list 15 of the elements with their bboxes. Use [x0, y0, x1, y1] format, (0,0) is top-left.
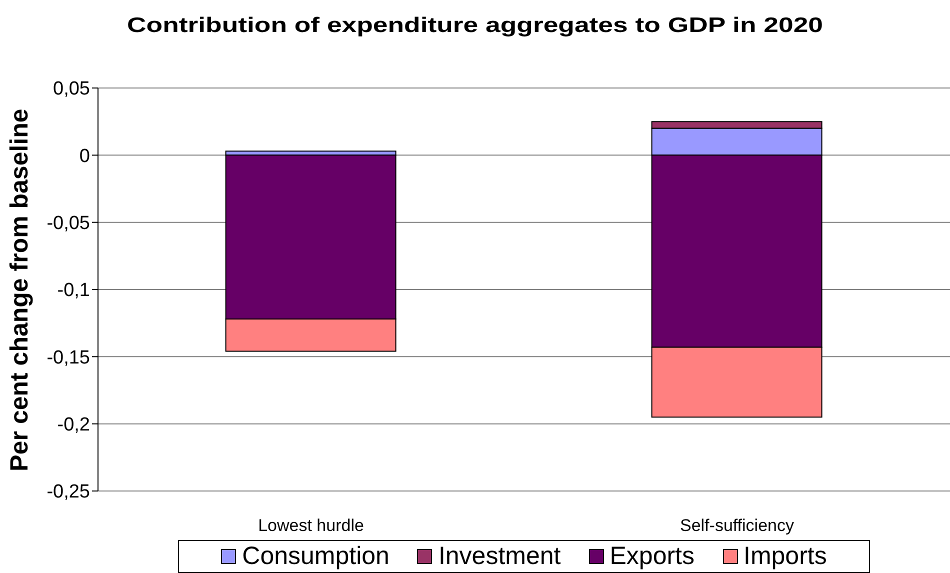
y-axis-title: Per cent change from baseline: [6, 108, 34, 472]
legend-label: Consumption: [242, 542, 390, 571]
y-tick-label: 0: [79, 146, 90, 167]
x-tick-label: Self-sufficiency: [680, 516, 795, 536]
y-tick-label: 0,05: [53, 78, 90, 100]
x-tick-label: Lowest hurdle: [258, 516, 364, 536]
chart-title: Contribution of expenditure aggregates to GDP in 2020: [127, 14, 823, 38]
legend-label: Investment: [438, 542, 561, 571]
y-tick-label: -0,05: [46, 213, 90, 234]
legend-label: Exports: [610, 542, 694, 571]
legend-label: Imports: [744, 542, 827, 571]
y-tick-label: -0,1: [57, 280, 90, 302]
y-tick-label: -0,25: [46, 482, 90, 503]
y-tick-label: -0,2: [57, 414, 90, 436]
y-tick-label: -0,15: [46, 347, 90, 368]
